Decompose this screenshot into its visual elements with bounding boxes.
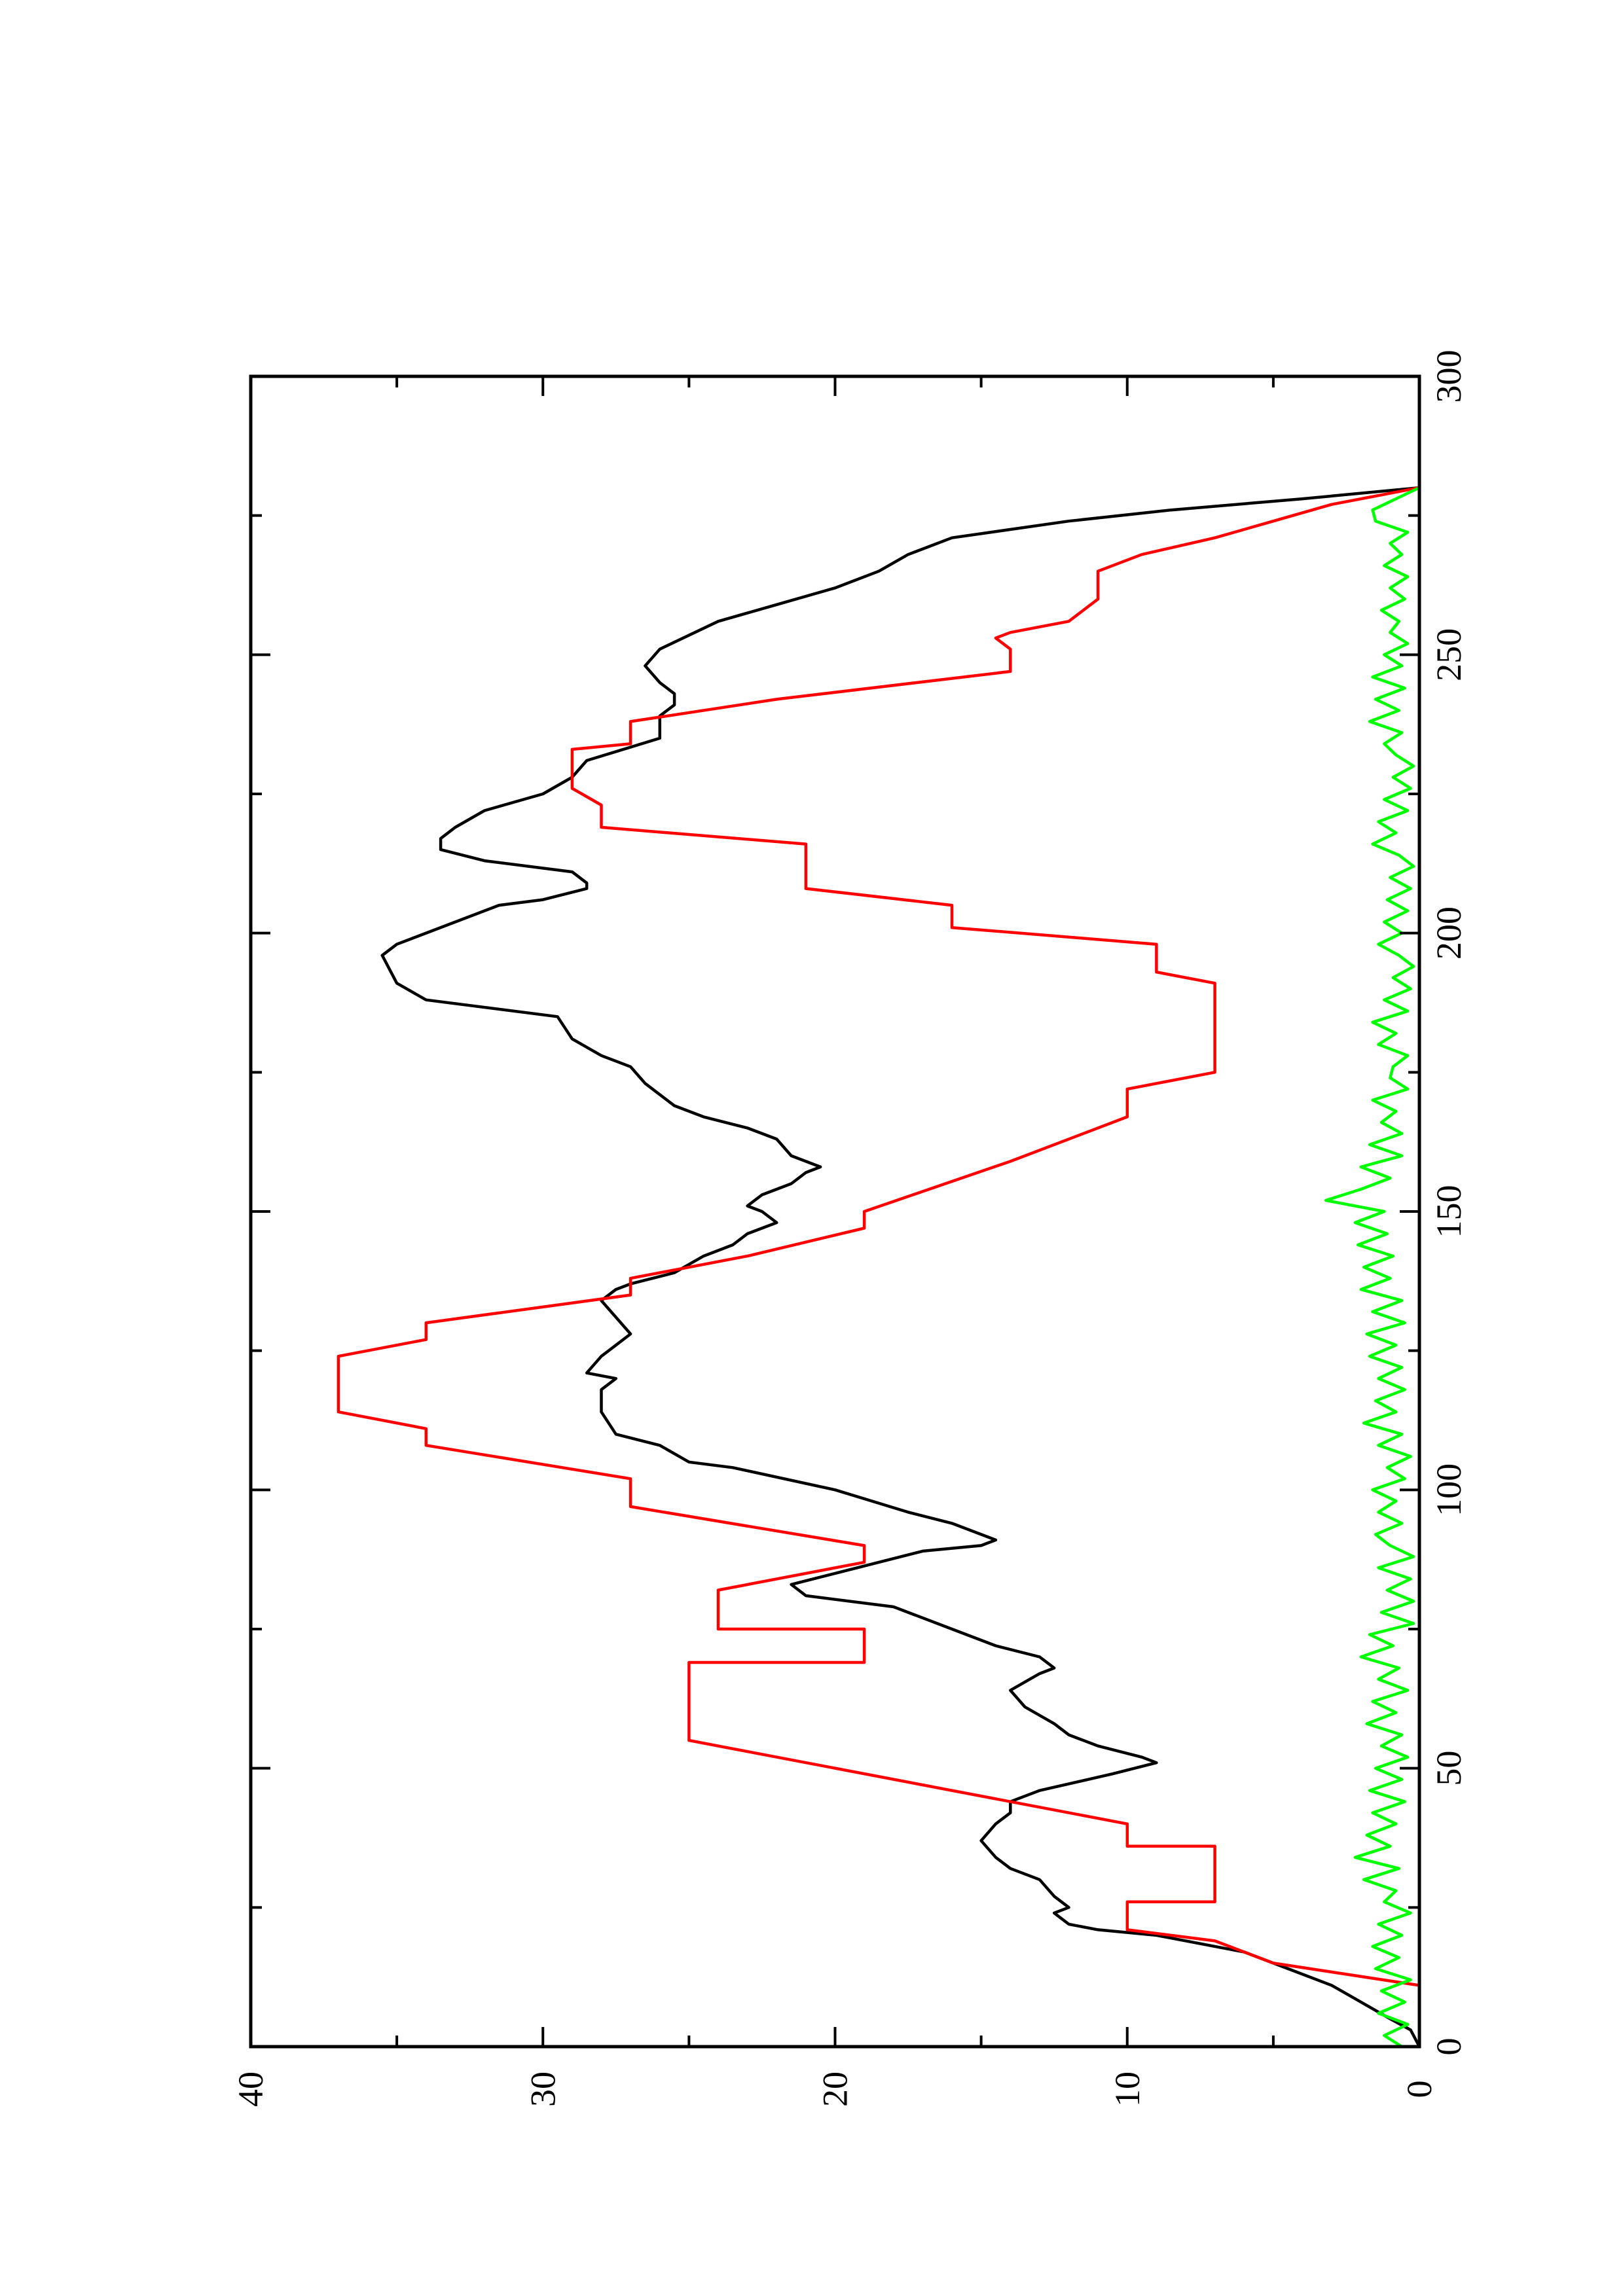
x-tick-label: 0 — [1429, 2038, 1468, 2056]
x-tick-label: 200 — [1429, 906, 1468, 960]
x-tick-label: 100 — [1429, 1463, 1468, 1516]
x-tick-label: 150 — [1429, 1185, 1468, 1238]
series-layer — [337, 486, 1421, 2048]
y-tick-label: 40 — [231, 2072, 270, 2107]
tick-layer — [249, 375, 1421, 2048]
x-tick-label: 50 — [1429, 1751, 1468, 1786]
label-layer: 0 50 100 150 200 250 300 0 10 20 30 40 — [231, 350, 1468, 2108]
y-tick-label: 30 — [523, 2072, 562, 2107]
x-tick-label: 300 — [1429, 350, 1468, 403]
series-line-1 — [380, 486, 1421, 2048]
series-line-3 — [1324, 486, 1420, 2048]
y-tick-label: 20 — [816, 2072, 855, 2107]
y-tick-label: 0 — [1400, 2081, 1439, 2098]
y-tick-label: 10 — [1108, 2072, 1147, 2107]
series-line-2 — [337, 486, 1421, 2047]
x-tick-label: 250 — [1429, 628, 1468, 681]
